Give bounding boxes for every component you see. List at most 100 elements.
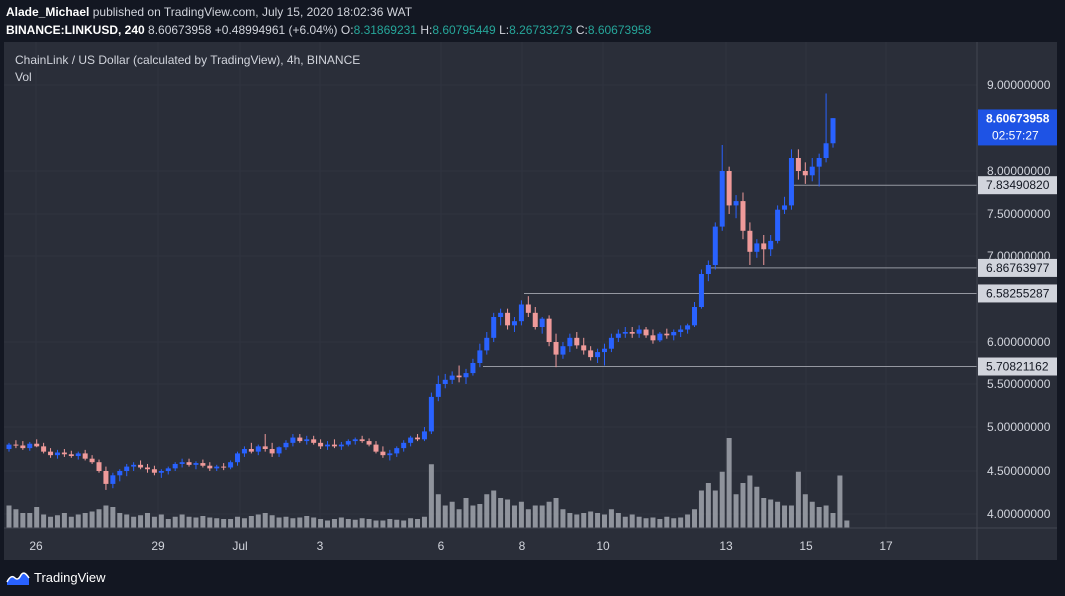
candle-body[interactable] bbox=[124, 466, 130, 471]
candle-body[interactable] bbox=[768, 240, 774, 250]
candle-body[interactable] bbox=[415, 437, 421, 440]
brand[interactable]: TradingView bbox=[6, 568, 106, 586]
candle-body[interactable] bbox=[408, 437, 414, 443]
candle-body[interactable] bbox=[809, 166, 815, 176]
candle-body[interactable] bbox=[574, 337, 580, 346]
candle-body[interactable] bbox=[442, 379, 448, 384]
candle-body[interactable] bbox=[761, 243, 767, 250]
candle-body[interactable] bbox=[68, 454, 74, 457]
candle-body[interactable] bbox=[705, 265, 711, 274]
candle-body[interactable] bbox=[20, 445, 26, 449]
candle-body[interactable] bbox=[269, 449, 275, 454]
candle-body[interactable] bbox=[636, 329, 642, 334]
candle-body[interactable] bbox=[567, 337, 573, 347]
candle-body[interactable] bbox=[581, 345, 587, 351]
candle-body[interactable] bbox=[428, 396, 434, 432]
candle-body[interactable] bbox=[131, 464, 137, 467]
candle-body[interactable] bbox=[553, 342, 559, 355]
candle-body[interactable] bbox=[338, 444, 344, 447]
candle-body[interactable] bbox=[698, 274, 704, 307]
candle-body[interactable] bbox=[491, 317, 497, 338]
candle-body[interactable] bbox=[795, 158, 801, 171]
candle-body[interactable] bbox=[311, 439, 317, 443]
candle-body[interactable] bbox=[532, 312, 538, 327]
candle-body[interactable] bbox=[117, 471, 123, 476]
candles[interactable] bbox=[6, 93, 836, 490]
candle-body[interactable] bbox=[214, 466, 220, 469]
candle-body[interactable] bbox=[290, 437, 296, 443]
candle-body[interactable] bbox=[622, 332, 628, 334]
candle-body[interactable] bbox=[692, 307, 698, 326]
candle-body[interactable] bbox=[505, 312, 511, 326]
candle-body[interactable] bbox=[41, 446, 47, 452]
candle-body[interactable] bbox=[456, 375, 462, 378]
candle-body[interactable] bbox=[262, 446, 268, 449]
candle-body[interactable] bbox=[511, 321, 517, 326]
candle-body[interactable] bbox=[435, 384, 441, 397]
candle-body[interactable] bbox=[449, 375, 455, 380]
candle-body[interactable] bbox=[221, 466, 227, 468]
candle-body[interactable] bbox=[359, 439, 365, 442]
candle-body[interactable] bbox=[498, 312, 504, 317]
candle-body[interactable] bbox=[373, 444, 379, 452]
candle-body[interactable] bbox=[788, 158, 794, 206]
price-scale[interactable]: 4.00000000 4.50000000 5.00000000 5.50000000… bbox=[987, 78, 1051, 521]
candle-body[interactable] bbox=[34, 443, 40, 447]
candle-body[interactable] bbox=[394, 448, 400, 454]
candle-body[interactable] bbox=[200, 463, 206, 466]
candle-body[interactable] bbox=[235, 453, 241, 463]
candle-body[interactable] bbox=[366, 441, 372, 445]
candle-body[interactable] bbox=[525, 304, 531, 313]
candle-body[interactable] bbox=[179, 462, 185, 464]
candle-body[interactable] bbox=[283, 442, 289, 448]
candle-body[interactable] bbox=[685, 325, 691, 330]
candle-body[interactable] bbox=[643, 329, 649, 336]
candle-body[interactable] bbox=[13, 444, 19, 446]
candle-body[interactable] bbox=[89, 458, 95, 463]
candle-body[interactable] bbox=[421, 431, 427, 440]
candle-body[interactable] bbox=[345, 441, 351, 445]
candle-body[interactable] bbox=[325, 444, 331, 447]
price-chart[interactable]: 4.00000000 4.50000000 5.00000000 5.50000000… bbox=[0, 42, 1065, 560]
candle-body[interactable] bbox=[477, 350, 483, 363]
time-scale[interactable]: 26 29 Jul 3 6 8 10 13 15 17 bbox=[29, 539, 893, 553]
candle-body[interactable] bbox=[172, 463, 178, 469]
candle-body[interactable] bbox=[802, 171, 808, 176]
candle-body[interactable] bbox=[255, 446, 261, 452]
candle-body[interactable] bbox=[816, 158, 822, 167]
candle-body[interactable] bbox=[747, 230, 753, 252]
candle-body[interactable] bbox=[615, 333, 621, 338]
candle-body[interactable] bbox=[144, 467, 150, 470]
volume-legend[interactable]: Vol bbox=[15, 70, 32, 84]
candle-body[interactable] bbox=[754, 243, 760, 252]
candle-body[interactable] bbox=[657, 333, 663, 341]
candle-body[interactable] bbox=[463, 373, 469, 378]
candle-body[interactable] bbox=[712, 226, 718, 265]
candle-body[interactable] bbox=[110, 475, 116, 484]
candle-body[interactable] bbox=[671, 332, 677, 336]
candle-body[interactable] bbox=[304, 439, 310, 442]
candle-body[interactable] bbox=[158, 471, 164, 473]
candle-body[interactable] bbox=[733, 201, 739, 206]
candle-body[interactable] bbox=[595, 352, 601, 358]
candle-body[interactable] bbox=[61, 452, 67, 455]
candle-body[interactable] bbox=[678, 329, 684, 333]
candle-body[interactable] bbox=[165, 468, 171, 471]
candle-body[interactable] bbox=[193, 463, 199, 465]
candle-body[interactable] bbox=[6, 444, 12, 449]
candle-body[interactable] bbox=[775, 209, 781, 241]
candle-body[interactable] bbox=[331, 444, 337, 447]
candle-body[interactable] bbox=[650, 335, 656, 341]
candle-body[interactable] bbox=[719, 171, 725, 227]
candle-body[interactable] bbox=[48, 451, 54, 456]
candle-body[interactable] bbox=[248, 449, 254, 452]
candle-body[interactable] bbox=[228, 462, 234, 468]
candle-body[interactable] bbox=[75, 453, 81, 457]
candle-body[interactable] bbox=[207, 465, 213, 469]
candle-body[interactable] bbox=[276, 447, 282, 454]
author-name[interactable]: Alade_Michael bbox=[6, 5, 90, 19]
candle-body[interactable] bbox=[740, 201, 746, 231]
candle-body[interactable] bbox=[484, 337, 490, 351]
candle-body[interactable] bbox=[608, 337, 614, 349]
candle-body[interactable] bbox=[726, 171, 732, 206]
